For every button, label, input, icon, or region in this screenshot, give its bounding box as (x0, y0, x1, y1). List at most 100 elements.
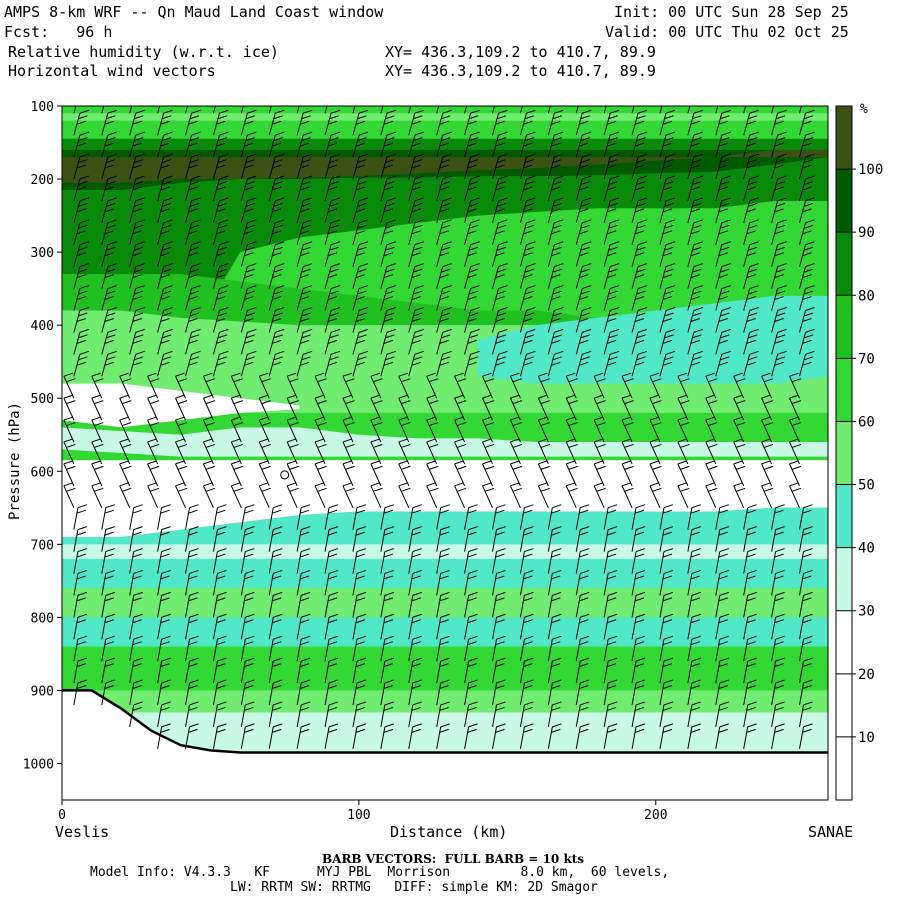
wind-barb (324, 175, 341, 202)
wind-barb (101, 657, 115, 684)
wind-barb (240, 197, 257, 224)
wind-barb (575, 241, 592, 267)
wind-barb (185, 635, 199, 662)
wind-barb (101, 241, 117, 267)
wind-barb (659, 131, 676, 158)
wind-barb (687, 175, 704, 202)
wind-barb (436, 679, 450, 706)
wind-barb (240, 153, 257, 180)
wind-barb (129, 526, 143, 552)
rh-band-upper-left (62, 138, 828, 377)
wind-barb (185, 613, 199, 640)
wind-barb (464, 679, 478, 706)
wind-barb (185, 153, 201, 180)
wind-barb (352, 526, 367, 552)
wind-barb (436, 109, 452, 136)
wind-barb (789, 372, 802, 399)
wind-barb (593, 394, 606, 421)
wind-barb (73, 613, 88, 640)
chart-title: AMPS 8-km WRF -- Qn Maud Land Coast wind… (4, 3, 384, 21)
wind-barb (761, 372, 774, 399)
wind-barb (408, 679, 422, 706)
wind-barb (91, 416, 104, 443)
wind-barb (593, 438, 606, 465)
wind-barb (659, 153, 676, 180)
wind-barb (603, 548, 618, 574)
wind-barb (659, 241, 676, 267)
wind-barb (157, 219, 173, 245)
wind-barb (771, 569, 785, 596)
wind-barb (408, 306, 424, 333)
wind-barb (687, 613, 702, 640)
wind-barb (185, 131, 201, 158)
wind-barb (426, 416, 439, 443)
wind-barb (761, 460, 774, 487)
wind-barb (659, 350, 676, 377)
wind-barb (129, 106, 133, 114)
wind-barb (575, 106, 579, 114)
wind-barb (324, 263, 341, 289)
wind-barb (342, 416, 355, 443)
wind-barb (464, 153, 480, 180)
wind-barb (771, 679, 785, 706)
wind-barb (519, 285, 536, 311)
wind-barb (324, 679, 339, 706)
wind-barb (119, 482, 132, 508)
field-label-humidity: Relative humidity (w.r.t. ice) (8, 43, 279, 61)
wind-barb (129, 263, 145, 289)
wind-barb (101, 679, 115, 706)
wind-barb (687, 131, 704, 158)
wind-barb (799, 328, 815, 355)
wind-barb (157, 679, 171, 706)
wind-barb (743, 701, 757, 728)
wind-barb (212, 591, 227, 618)
forecast-hour: Fcst: 96 h (4, 23, 113, 41)
wind-barb (603, 350, 620, 377)
wind-barb (240, 701, 255, 728)
wind-barb (789, 416, 802, 443)
wind-barb (659, 109, 676, 136)
wind-barb (715, 106, 719, 114)
wind-barb (436, 175, 452, 202)
wind-barb (537, 482, 550, 508)
wind-barb (631, 350, 648, 377)
colorbar-swatch (836, 169, 852, 233)
wind-barb (240, 723, 255, 749)
wind-barb (799, 635, 813, 662)
wind-barb (324, 106, 328, 114)
wind-barb (743, 679, 757, 706)
wind-barb (380, 131, 397, 158)
wind-barb (547, 106, 551, 114)
wind-barb (185, 106, 189, 114)
wind-barb (743, 723, 757, 749)
wind-barb (575, 504, 590, 530)
wind-barb (492, 306, 508, 333)
wind-barb (408, 263, 424, 289)
wind-barb (157, 197, 173, 224)
wind-barb (129, 548, 143, 574)
wind-barb (743, 569, 757, 596)
wind-barb (547, 679, 562, 706)
wind-barb (212, 131, 229, 158)
wind-barb (157, 106, 161, 114)
wind-barb (575, 153, 592, 180)
wind-barb (91, 438, 104, 465)
y-axis-label: Pressure (hPa) (7, 402, 23, 521)
wind-barb (464, 569, 478, 596)
wind-barb (212, 723, 227, 749)
y-tick-label: 900 (31, 684, 54, 699)
wind-barb (603, 219, 620, 245)
wind-barb (212, 635, 227, 662)
wind-barb (296, 569, 311, 596)
wind-barb (314, 416, 327, 443)
wind-barb (212, 679, 227, 706)
wind-barb (771, 197, 787, 224)
wind-barb (185, 285, 201, 311)
colorbar-swatch (836, 673, 852, 737)
wind-barb (464, 131, 480, 158)
wind-barb (91, 394, 104, 421)
wind-barb (129, 109, 145, 136)
wind-barb (101, 328, 117, 355)
wind-barb (492, 263, 508, 289)
model-info-line-1: Model Info: V4.3.3 KF MYJ PBL Morrison 8… (90, 865, 670, 880)
